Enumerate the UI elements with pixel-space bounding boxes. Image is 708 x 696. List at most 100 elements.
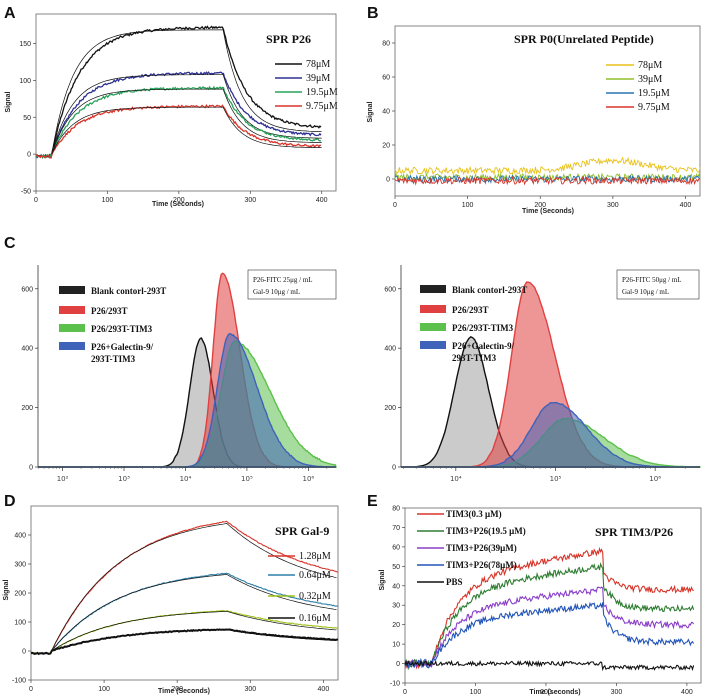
x-tick-label: 100 [98,686,110,693]
panel-b-series [394,156,701,186]
panel-letter-c: C [4,235,16,252]
legend-label: P26/293T [91,306,128,316]
panel-c-right-histogram: 0 200 400 600 10⁴ 10⁵ 10⁶ P26-FITC 50μg / mL G… [384,265,701,483]
y-tick-label: 10 [392,642,400,649]
y-tick-label: 300 [14,562,26,569]
legend-label: Blank contorl-293T [91,286,166,296]
y-tick-label: 0 [22,649,26,656]
panel-c-right-concentration-box [616,269,700,300]
legend-label: 1.28μM [299,551,331,562]
fit-line-1.28μM [51,523,337,652]
y-tick-label: 600 [21,286,33,293]
series-line-19.5μM [394,174,701,185]
legend-label: 78μM [638,60,662,71]
y-tick-label: 40 [392,583,400,590]
legend-label: 9.75μM [638,102,670,113]
fit-line-19.5μM [51,88,322,155]
legend-swatch [59,342,85,350]
box-line: P26-FITC 25μg / mL [253,276,313,284]
series-line-78μM [35,25,322,159]
panel-a-frame [35,13,337,192]
series-line-TIM3+P26(39μM) [404,586,695,669]
panel-e-xlabel: Time (seconds) [529,689,580,696]
y-tick-label: -100 [12,678,26,685]
y-tick-label: 0 [29,465,33,472]
legend-label: P26/293T-TIM3 [91,324,153,334]
legend-swatch [420,305,446,313]
panel-d-series [30,520,339,656]
y-tick-label: 30 [392,603,400,610]
panel-letter-b: B [367,5,379,22]
panel-c-left-series [38,272,337,468]
legend-label: 0.64μM [299,570,331,581]
panel-c-right-ticks: 0 200 400 600 10⁴ 10⁵ 10⁶ [384,265,700,483]
legend-label: 19.5μM [638,88,670,99]
x-tick-label: 300 [611,689,623,696]
y-tick-label: 50 [392,564,400,571]
panel-e-series [404,546,695,672]
legend-label: PBS [446,577,463,587]
panel-b-legend: 78μM 39μM 19.5μM 9.75μM [606,60,670,113]
x-tick-label: 10³ [118,475,130,483]
y-tick-label: 100 [19,78,31,85]
series-line-TIM3(0.3 μM) [404,546,694,670]
fit-line-0.16μM [51,629,337,652]
legend-label: P26+Galectin-9/ [452,341,515,351]
series-line-78μM [394,156,701,176]
x-tick-label: 0 [29,686,33,693]
panel-letter-d: D [4,493,16,510]
y-tick-label: 80 [382,41,390,48]
legend-swatch [420,285,446,293]
x-tick-label: 400 [681,689,693,696]
panel-b-title: SPR P0(Unrelated Peptide) [514,32,654,46]
panel-a-title: SPR P26 [266,32,311,46]
x-tick-label: 200 [173,197,185,204]
y-tick-label: 20 [382,143,390,150]
panel-letter-a: A [4,5,16,22]
x-tick-label: 10⁴ [450,475,462,483]
fit-line-9.75μM [51,106,322,155]
panel-b-ticks: 0 100 200 300 400 0 20 40 60 80 [382,41,691,210]
y-tick-label: 200 [384,405,396,412]
panel-a-legend: 78μM 39μM 19.5μM 9.75μM [275,59,338,112]
panel-c-left-histogram: 0 200 400 600 10² 10³ 10⁴ 10⁵ 10⁶ P26-FITC 25μg … [21,265,337,483]
legend-label: TIM3+P26(78μM) [446,560,517,570]
y-tick-label: -50 [21,189,31,196]
x-tick-label: 0 [34,197,38,204]
panel-a-series [35,25,322,160]
y-tick-label: 600 [384,286,396,293]
y-tick-label: -10 [390,681,400,688]
panel-b-xlabel: Time (Seconds) [522,208,574,215]
y-tick-label: 100 [14,620,26,627]
y-tick-label: 50 [23,115,31,122]
legend-label: TIM3+P26(19.5 μM) [446,526,526,536]
y-tick-label: 40 [382,109,390,116]
x-tick-label: 100 [462,202,474,209]
y-tick-label: 400 [384,346,396,353]
fit-line-39μM [51,74,322,155]
x-tick-label: 400 [318,686,330,693]
legend-label: 19.5μM [306,87,338,98]
panel-d-title: SPR Gal-9 [275,524,329,538]
x-tick-label: 10⁵ [241,475,253,483]
legend-label: P26/293T [452,305,489,315]
panel-c-left-ticks: 0 200 400 600 10² 10³ 10⁴ 10⁵ 10⁶ [21,265,336,483]
y-tick-label: 200 [21,405,33,412]
series-line-TIM3+P26(19.5 μM) [404,561,695,671]
legend-label: TIM3(0.3 μM) [446,509,502,519]
y-tick-label: 0 [27,152,31,159]
y-tick-label: 400 [21,346,33,353]
y-tick-label: 70 [392,525,400,532]
series-line-0.32μM [30,610,339,655]
legend-label: P26+Galectin-9/ [91,342,154,352]
x-tick-label: 10⁶ [649,475,661,483]
panel-d-legend: 1.28μM 0.64μM 0.32μM 0.16μM [268,551,331,624]
y-tick-label: 80 [392,506,400,513]
panel-c-left-legend: Blank contorl-293T P26/293T P26/293T-TIM… [59,286,166,364]
panel-d-ylabel: Signal [3,579,10,600]
y-tick-label: 60 [382,75,390,82]
series-line-9.75μM [35,104,322,159]
